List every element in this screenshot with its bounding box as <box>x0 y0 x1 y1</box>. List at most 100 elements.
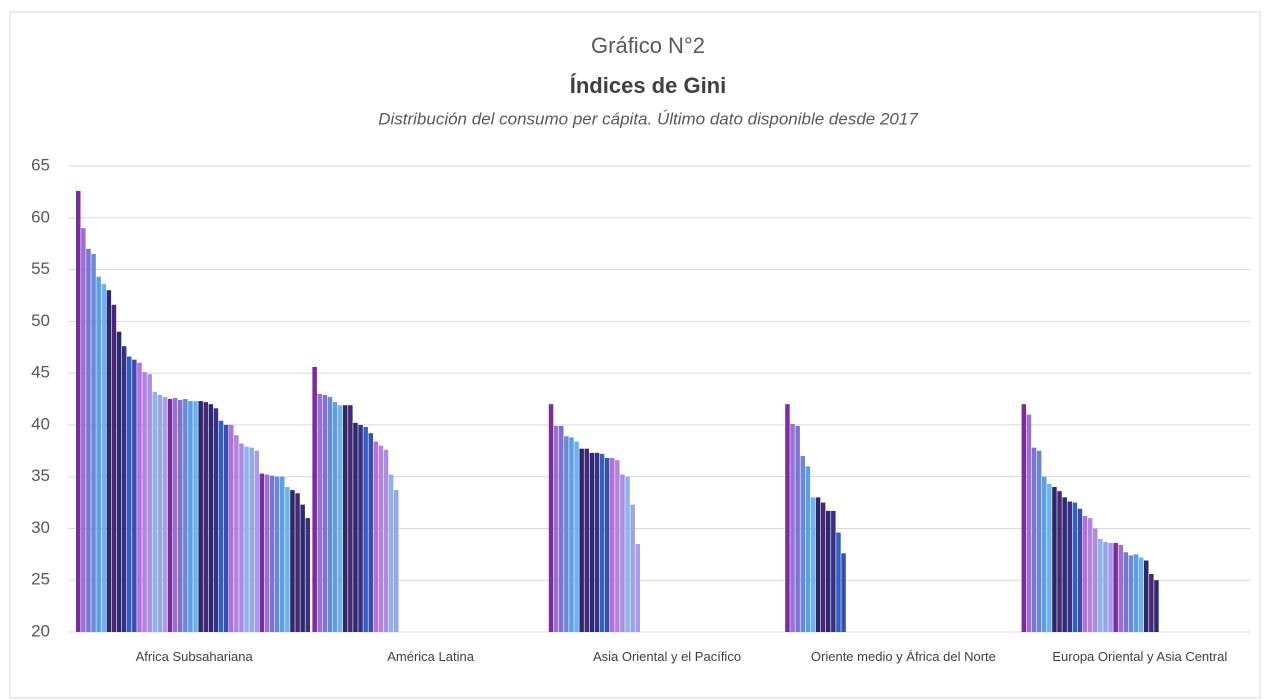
bar <box>1077 508 1083 632</box>
bar <box>1026 414 1032 632</box>
y-tick-label: 65 <box>31 155 50 174</box>
bar <box>254 450 259 632</box>
y-tick-label: 55 <box>31 259 50 278</box>
bar <box>610 458 615 632</box>
bar <box>574 441 579 632</box>
chart-note: Distribución del consumo per cápita. Últ… <box>378 109 918 128</box>
bar <box>259 473 265 632</box>
bar <box>831 510 836 632</box>
bar <box>280 476 285 632</box>
x-tick-label: Africa Subsahariana <box>135 649 253 664</box>
bar <box>553 425 559 632</box>
bar <box>841 553 846 632</box>
bar <box>795 425 800 632</box>
bar <box>332 402 338 632</box>
bar <box>198 401 203 632</box>
bar <box>305 518 310 632</box>
bar <box>1108 542 1113 632</box>
bar <box>785 404 790 632</box>
bar <box>327 396 333 632</box>
bar <box>213 408 219 632</box>
bar <box>394 490 399 632</box>
bar <box>285 487 290 632</box>
bar <box>295 493 300 632</box>
y-tick-label: 50 <box>31 311 50 330</box>
bar <box>635 543 640 632</box>
bar <box>1036 450 1042 632</box>
bar <box>615 460 620 632</box>
bar <box>142 372 147 632</box>
bar <box>599 453 605 632</box>
bar <box>548 404 554 632</box>
bar <box>1138 557 1144 632</box>
bar <box>91 254 96 632</box>
bar <box>76 190 81 632</box>
bar <box>805 466 811 632</box>
bar <box>363 426 368 632</box>
bar <box>244 446 249 632</box>
bar <box>300 504 305 632</box>
bar <box>594 452 600 632</box>
y-tick-label: 20 <box>31 621 50 640</box>
bar <box>183 399 188 632</box>
y-tick-label: 30 <box>31 518 50 537</box>
bar <box>337 405 343 632</box>
bar <box>86 248 91 632</box>
bar <box>1042 476 1047 632</box>
bar <box>1062 497 1067 632</box>
y-tick-label: 40 <box>31 414 50 433</box>
bar <box>1133 554 1139 632</box>
bar <box>162 396 168 632</box>
bar <box>1144 560 1149 632</box>
bar <box>127 356 132 632</box>
bar <box>106 290 112 632</box>
bar <box>234 435 239 632</box>
bar <box>790 423 795 632</box>
bar <box>157 394 163 632</box>
bar <box>264 474 270 632</box>
bar <box>147 374 152 632</box>
bar <box>800 455 805 632</box>
bar <box>167 399 173 632</box>
bar <box>269 475 275 632</box>
bar <box>111 304 117 632</box>
chart-border <box>9 11 1261 699</box>
bar <box>569 437 574 632</box>
bar <box>1123 552 1129 632</box>
x-tick-label: Oriente medio y África del Norte <box>810 649 996 664</box>
bar <box>96 276 101 632</box>
bar <box>820 502 826 632</box>
bar <box>564 436 569 632</box>
bar <box>348 405 353 632</box>
bar <box>1113 542 1118 632</box>
bar <box>290 490 295 632</box>
bar <box>1118 545 1123 632</box>
bar <box>1154 580 1159 632</box>
bar <box>188 401 193 632</box>
bar <box>1072 502 1078 632</box>
bar <box>274 476 280 632</box>
bar <box>343 405 348 632</box>
y-tick-label: 60 <box>31 207 50 226</box>
bar <box>358 424 363 632</box>
bar <box>203 402 208 632</box>
bar <box>239 443 244 632</box>
bar <box>322 394 328 632</box>
bar <box>172 397 178 632</box>
bar <box>312 366 317 632</box>
bar <box>826 510 831 632</box>
y-tick-label: 25 <box>31 570 50 589</box>
bar <box>625 476 630 632</box>
x-tick-label: Europa Oriental y Asia Central <box>1052 649 1228 664</box>
bar <box>1031 447 1037 632</box>
bar <box>1067 501 1072 632</box>
bar <box>101 284 106 632</box>
bar <box>1047 483 1052 632</box>
bar <box>836 532 841 632</box>
bar <box>1149 574 1154 632</box>
chart-title: Gráfico N°2 <box>591 33 705 58</box>
bar <box>584 448 589 632</box>
x-tick-label: América Latina <box>387 649 474 664</box>
bar <box>193 401 198 632</box>
